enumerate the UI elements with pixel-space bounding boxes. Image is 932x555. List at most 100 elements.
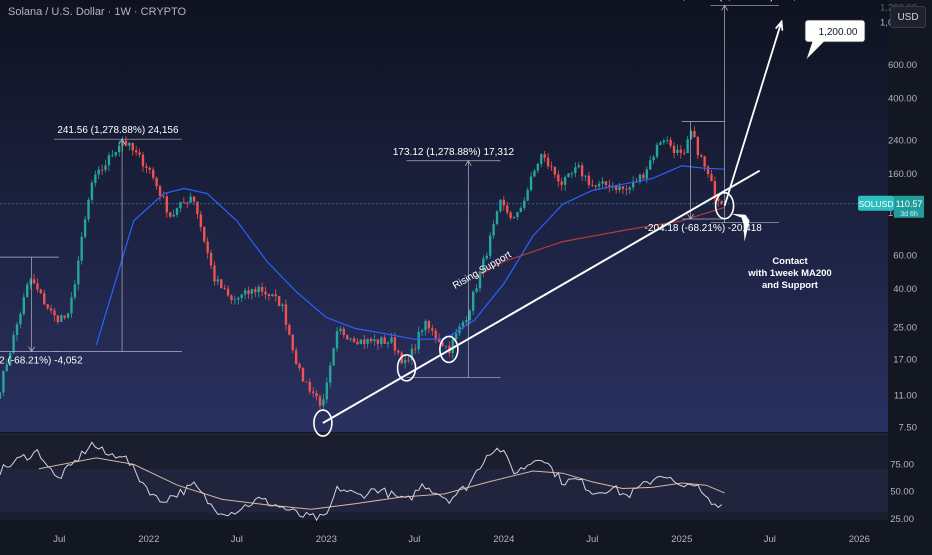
candle-body (260, 287, 264, 292)
candle-body (216, 279, 220, 282)
candle (151, 167, 155, 181)
candle (206, 237, 209, 259)
candle-body (186, 202, 189, 204)
candle (666, 136, 669, 144)
candle (77, 255, 80, 291)
candle-body (597, 183, 601, 187)
candle-body (70, 297, 73, 314)
candle-body (179, 202, 182, 209)
candle-body (87, 199, 90, 220)
measure-label: 1,217.16 (1,278.87%) 121,716 (677, 0, 813, 2)
candle (397, 348, 400, 356)
candle-body (574, 167, 577, 174)
candle (352, 336, 356, 344)
candle-body (332, 348, 335, 366)
candle-body (645, 169, 648, 179)
measurements: 241.56 (1,278.88%) 24,156 -40.52 (-68.21%… (0, 0, 813, 379)
candle-body (128, 143, 131, 146)
candle (393, 332, 397, 356)
price-tick-label: 25.00 (893, 323, 917, 334)
candle-body (301, 368, 305, 382)
candle (652, 155, 655, 164)
candle (213, 261, 216, 286)
candle-body (628, 187, 631, 190)
symbol-title: Solana / U.S. Dollar · 1W · CRYPTO (8, 6, 187, 18)
candle (376, 339, 380, 350)
projection-arrowhead (775, 19, 784, 31)
measure-arrowhead (464, 160, 472, 166)
candle (267, 293, 271, 301)
candle-body (631, 181, 635, 188)
candle (43, 289, 46, 306)
candle (631, 176, 635, 191)
candle-body (73, 284, 77, 298)
candle-body (158, 186, 162, 196)
candle-body (373, 339, 376, 342)
candle (478, 270, 482, 292)
price-tick-label: 400.00 (888, 93, 917, 104)
time-tick-label: Jul (586, 534, 598, 545)
candle (495, 210, 499, 226)
candle (492, 220, 495, 239)
candle-body (56, 315, 60, 322)
contact-arrow (731, 213, 750, 242)
candle (584, 174, 587, 182)
candle-body (247, 290, 250, 294)
candle (628, 185, 631, 195)
candle (9, 351, 12, 366)
candle (519, 205, 523, 213)
candle (373, 334, 376, 347)
candle-body (267, 294, 271, 297)
candle (243, 288, 247, 300)
candle-body (322, 399, 325, 406)
price-badge-countdown: 3d 6h (900, 211, 918, 218)
measure-tool: -40.52 (-68.21%) -4,052 (0, 256, 83, 367)
candle-body (305, 381, 308, 383)
candle (0, 391, 2, 400)
candle (294, 347, 298, 365)
candle-body (230, 295, 233, 300)
candle (36, 278, 39, 293)
candle-body (162, 195, 165, 197)
candle (53, 307, 56, 322)
candle-body (461, 322, 465, 327)
candle (199, 210, 203, 232)
candle-body (359, 339, 363, 345)
candle (625, 185, 628, 196)
candle-body (540, 154, 543, 164)
candle-body (199, 214, 203, 228)
candle (277, 295, 281, 307)
candle-body (529, 176, 533, 191)
candle-body (482, 258, 485, 272)
candle (32, 273, 36, 285)
currency-button[interactable]: USD (890, 6, 926, 28)
candle-body (523, 200, 526, 208)
candle-body (107, 155, 111, 166)
candle-body (192, 196, 196, 202)
candle-body (451, 339, 454, 354)
candle-body (131, 143, 134, 151)
candle (614, 184, 618, 194)
candle-body (145, 166, 148, 168)
candle (308, 378, 311, 395)
price-badge-value: 110.57 (896, 199, 923, 209)
candle-body (444, 345, 448, 347)
price-badge: SOLUSD 110.57 3d 6h (858, 195, 924, 218)
candle (485, 252, 488, 261)
callout-box (804, 19, 866, 61)
candle (237, 296, 240, 305)
candle (369, 336, 373, 344)
candle (165, 192, 168, 218)
candle-body (114, 152, 117, 156)
candle-body (543, 154, 546, 158)
candle-body (339, 328, 342, 332)
candle-body (397, 350, 400, 353)
candle-body (257, 287, 260, 293)
candle-body (155, 177, 158, 187)
price-tick-label: 600.00 (888, 60, 917, 71)
candle (506, 201, 509, 215)
candle-body (342, 328, 346, 336)
candle (60, 313, 63, 322)
